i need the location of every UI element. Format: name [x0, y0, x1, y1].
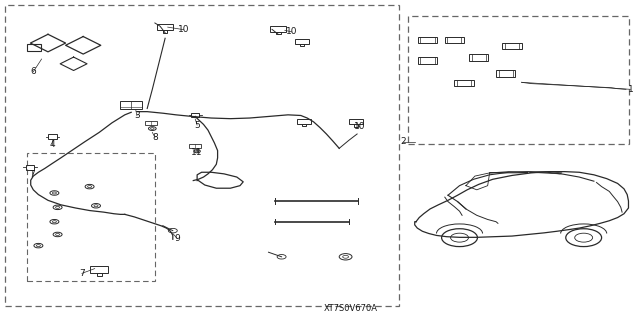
Bar [120, 101, 143, 109]
Bar [90, 266, 108, 273]
Text: 2: 2 [401, 137, 406, 146]
Bar [445, 37, 464, 43]
Bar [270, 26, 287, 32]
Bar [496, 70, 515, 77]
Bar [27, 153, 155, 281]
Bar [354, 124, 358, 127]
Circle shape [566, 229, 602, 247]
Bar [302, 124, 306, 126]
Bar [454, 80, 474, 86]
Text: 7: 7 [29, 170, 35, 179]
Text: 9: 9 [175, 234, 180, 243]
Text: 10: 10 [178, 25, 189, 34]
Circle shape [442, 229, 477, 247]
Bar [295, 39, 308, 44]
Bar [163, 30, 168, 33]
Text: 10: 10 [354, 122, 365, 131]
Bar [145, 121, 157, 125]
Bar [418, 37, 437, 43]
Bar [418, 57, 437, 64]
Bar [27, 44, 41, 51]
Bar [5, 5, 399, 306]
Bar [189, 144, 201, 148]
Bar [297, 119, 311, 124]
Text: 5: 5 [195, 121, 200, 130]
Bar [502, 43, 522, 49]
Bar [276, 32, 281, 34]
Text: XT7S0V670A: XT7S0V670A [324, 304, 378, 313]
Bar [26, 166, 35, 170]
Bar [408, 16, 629, 144]
Bar [300, 44, 304, 46]
Bar [97, 273, 102, 276]
Text: 11: 11 [191, 148, 203, 157]
Text: 4: 4 [50, 140, 55, 149]
Text: 10: 10 [286, 27, 298, 36]
Bar [49, 135, 57, 138]
Bar [191, 113, 200, 117]
Text: 7: 7 [79, 269, 84, 278]
Bar [469, 54, 488, 61]
Bar [349, 119, 363, 124]
Text: 3: 3 [134, 111, 140, 120]
Text: 1: 1 [628, 85, 633, 94]
Bar [157, 24, 173, 30]
Text: 6: 6 [31, 67, 36, 76]
Text: 8: 8 [152, 133, 157, 142]
